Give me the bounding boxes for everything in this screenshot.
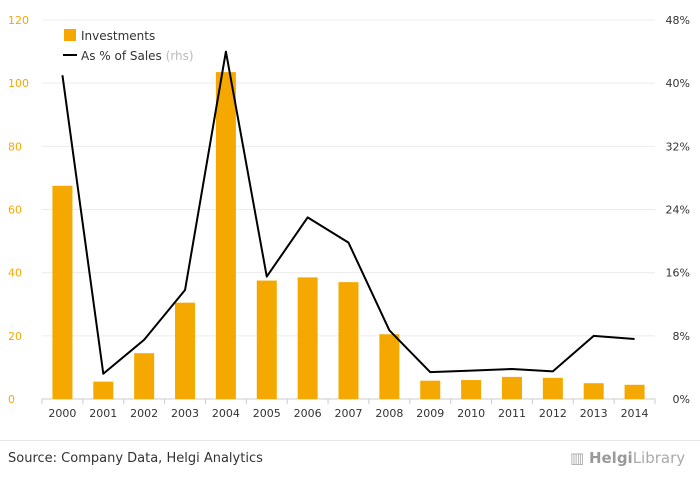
x-tick-label: 2002 xyxy=(130,407,158,420)
logo-icon: ▥ xyxy=(570,449,589,467)
bar-investments-2014 xyxy=(624,384,645,399)
left-tick-label: 0 xyxy=(8,393,15,406)
right-tick-label: 40% xyxy=(666,77,690,90)
bar-investments-2007 xyxy=(338,282,359,399)
source-note: Source: Company Data, Helgi Analytics xyxy=(8,451,263,466)
left-tick-label: 80 xyxy=(8,140,22,153)
legend: Investments As % of Sales (rhs) xyxy=(63,29,194,63)
left-axis-ticks: 0 20 40 60 80 100 120 xyxy=(8,14,29,406)
bar-investments-2011 xyxy=(501,376,522,399)
bar-investments-2010 xyxy=(461,380,482,399)
right-tick-label: 32% xyxy=(666,140,690,153)
left-tick-label: 20 xyxy=(8,330,22,343)
x-tick-label: 2001 xyxy=(89,407,117,420)
x-tick-label: 2014 xyxy=(621,407,649,420)
line-sales-share xyxy=(61,50,635,375)
bar-investments-2006 xyxy=(297,277,318,399)
left-tick-label: 120 xyxy=(8,14,29,27)
right-tick-label: 0% xyxy=(673,393,690,406)
left-tick-label: 100 xyxy=(8,77,29,90)
bar-investments-2012 xyxy=(542,377,563,399)
bar-investments-2013 xyxy=(583,383,604,399)
x-tick-label: 2003 xyxy=(171,407,199,420)
legend-label-rhs: (rhs) xyxy=(166,49,194,63)
left-tick-label: 40 xyxy=(8,267,22,280)
x-tick-label: 2008 xyxy=(375,407,403,420)
x-tick-label: 2000 xyxy=(48,407,76,420)
x-tick-label: 2006 xyxy=(294,407,322,420)
legend-swatch-investments xyxy=(64,29,76,41)
legend-label-sales-share: As % of Sales (rhs) xyxy=(81,49,194,63)
bar-investments-2004 xyxy=(215,72,236,400)
x-tick-label: 2013 xyxy=(580,407,608,420)
bar-investments-2003 xyxy=(175,302,196,399)
investment-bars xyxy=(52,72,645,400)
bar-investments-2000 xyxy=(52,185,73,399)
left-tick-label: 60 xyxy=(8,204,22,217)
helgi-library-logo: ▥ HelgiLibrary xyxy=(570,449,685,467)
bar-investments-2002 xyxy=(134,353,155,399)
bar-investments-2009 xyxy=(420,380,441,399)
right-tick-label: 48% xyxy=(666,14,690,27)
legend-label-investments: Investments xyxy=(81,29,155,43)
bar-investments-2001 xyxy=(93,381,114,399)
legend-label-sales-share-name: As % of Sales xyxy=(81,49,162,63)
sales-share-line xyxy=(61,50,635,375)
right-tick-label: 8% xyxy=(673,330,690,343)
x-tick-label: 2009 xyxy=(416,407,444,420)
logo-helgi: Helgi xyxy=(588,449,633,467)
right-axis-ticks: 0% 8% 16% 24% 32% 40% 48% xyxy=(666,14,690,406)
bar-investments-2008 xyxy=(379,334,400,399)
x-tick-label: 2007 xyxy=(335,407,363,420)
x-tick-label: 2011 xyxy=(498,407,526,420)
logo-library: Library xyxy=(632,449,686,467)
x-tick-label: 2005 xyxy=(253,407,281,420)
right-tick-label: 16% xyxy=(666,267,690,280)
x-tick-label: 2012 xyxy=(539,407,567,420)
bar-investments-2005 xyxy=(256,280,277,399)
x-tick-label: 2010 xyxy=(457,407,485,420)
footer-divider xyxy=(0,440,700,441)
x-axis-ticks: 2000 2001 2002 2003 2004 2005 2006 2007 2008 2009… xyxy=(41,399,656,420)
grid xyxy=(42,19,655,400)
right-tick-label: 24% xyxy=(666,204,690,217)
x-tick-label: 2004 xyxy=(212,407,240,420)
